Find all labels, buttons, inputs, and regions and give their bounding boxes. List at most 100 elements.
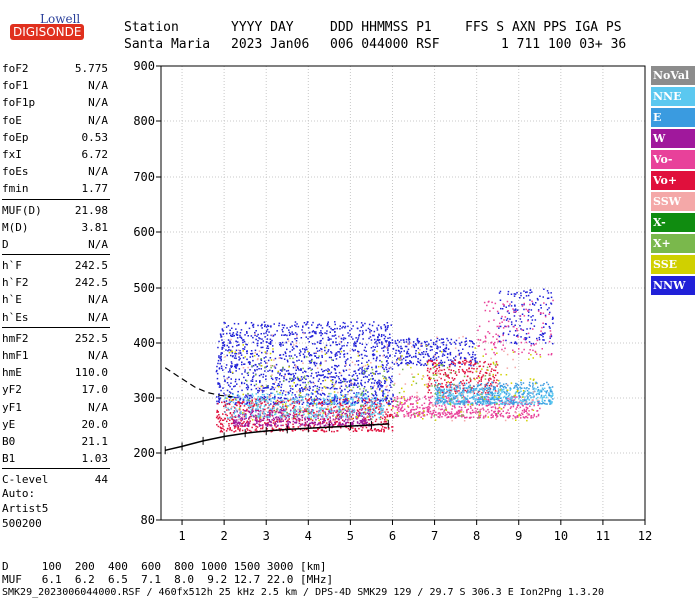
echo-point (347, 408, 350, 410)
echo-point (490, 383, 492, 385)
echo-point (367, 409, 370, 411)
echo-point (475, 410, 477, 412)
echo-point (416, 415, 419, 417)
echo-point (292, 430, 294, 432)
echo-point (225, 403, 228, 405)
echo-point (266, 415, 268, 417)
echo-point (530, 403, 533, 405)
echo-point (437, 389, 439, 391)
echo-point (294, 372, 297, 375)
echo-point (401, 396, 403, 398)
echo-point (230, 422, 233, 425)
echo-point (380, 405, 382, 407)
echo-point (432, 412, 435, 414)
echo-point (488, 390, 491, 393)
echo-point (523, 408, 526, 411)
echo-point (388, 415, 391, 418)
echo-point (221, 329, 224, 331)
echo-point (241, 402, 243, 404)
echo-point (295, 385, 297, 387)
echo-point (352, 400, 354, 402)
echo-point (235, 328, 237, 330)
echo-point (419, 411, 421, 413)
echo-point (308, 416, 310, 418)
echo-point (292, 426, 294, 428)
echo-point (378, 382, 380, 384)
echo-point (328, 326, 331, 328)
echo-point (295, 340, 298, 342)
echo-point (276, 403, 279, 405)
param-value: 0.53 (81, 130, 109, 144)
echo-point (526, 398, 528, 401)
param-value: 252.5 (74, 331, 108, 345)
echo-point (427, 367, 429, 370)
echo-point (264, 396, 267, 399)
echo-point (519, 399, 522, 401)
echo-point (478, 365, 480, 368)
echo-point (408, 338, 411, 341)
echo-point (490, 385, 493, 387)
echo-point (361, 401, 364, 403)
echo-point (532, 396, 535, 398)
echo-point (406, 352, 408, 355)
echo-point (329, 331, 331, 333)
echo-point (475, 402, 478, 405)
echo-point (239, 350, 241, 352)
echo-point (478, 403, 481, 406)
echo-point (279, 397, 281, 400)
echo-point (483, 399, 486, 402)
echo-point (507, 400, 510, 402)
echo-point (503, 390, 505, 393)
echo-point (532, 382, 534, 384)
echo-point (465, 379, 468, 382)
echo-point (470, 340, 472, 342)
echo-point (335, 416, 338, 418)
echo-point (329, 417, 331, 419)
echo-point (423, 415, 426, 417)
echo-point (381, 424, 383, 426)
echo-point (232, 355, 234, 357)
echo-point (330, 356, 332, 359)
echo-point (377, 386, 379, 388)
echo-point (370, 418, 372, 420)
echo-point (479, 360, 481, 363)
echo-point (434, 370, 437, 373)
echo-point (524, 410, 527, 412)
echo-point (473, 389, 475, 391)
echo-point (439, 412, 441, 414)
echo-point (287, 393, 290, 396)
echo-point (279, 406, 281, 408)
echo-point (286, 348, 288, 351)
echo-point (484, 388, 486, 391)
echo-point (271, 430, 273, 433)
echo-point (229, 428, 231, 430)
param-value: N/A (88, 310, 108, 324)
echo-point (364, 354, 366, 357)
echo-point (306, 404, 308, 407)
echo-point (491, 393, 494, 396)
echo-point (550, 402, 553, 405)
echo-point (374, 410, 376, 412)
echo-point (255, 428, 258, 430)
echo-point (350, 415, 353, 418)
echo-point (514, 392, 517, 395)
header-mode-value: 1 711 100 03+ 36 (501, 37, 627, 52)
echo-point (310, 418, 312, 420)
echo-point (219, 333, 222, 335)
param-value: N/A (88, 96, 108, 110)
param-label: C-level (2, 473, 49, 487)
echo-point (436, 397, 438, 400)
echo-point (383, 354, 385, 357)
echo-point (450, 386, 453, 388)
echo-point (312, 410, 314, 412)
echo-point (242, 348, 244, 350)
echo-point (251, 365, 253, 367)
param-label: h`E (2, 293, 22, 307)
echo-point (441, 416, 443, 418)
echo-point (400, 362, 403, 364)
echo-point (295, 419, 298, 421)
echo-point (388, 404, 390, 407)
echo-point (362, 420, 365, 422)
echo-point (306, 323, 308, 325)
echo-point (243, 376, 245, 379)
